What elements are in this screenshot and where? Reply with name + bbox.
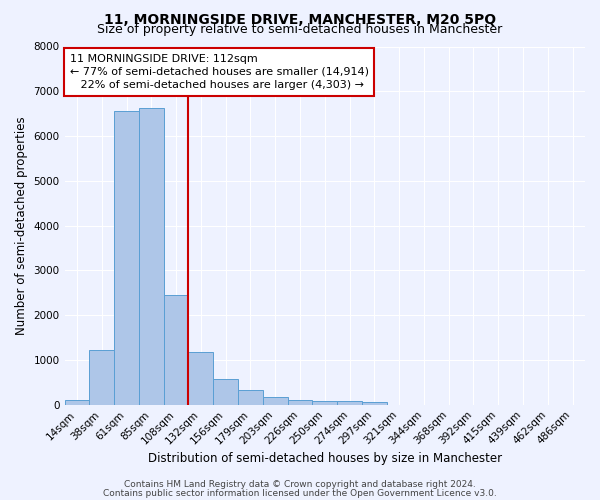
Bar: [164, 295, 188, 405]
Bar: [89, 350, 114, 405]
Text: Size of property relative to semi-detached houses in Manchester: Size of property relative to semi-detach…: [97, 22, 503, 36]
Y-axis label: Number of semi-detached properties: Number of semi-detached properties: [15, 116, 28, 335]
X-axis label: Distribution of semi-detached houses by size in Manchester: Distribution of semi-detached houses by …: [148, 452, 502, 465]
Bar: [65, 400, 89, 404]
Bar: [114, 112, 139, 405]
Bar: [287, 400, 313, 404]
Text: Contains public sector information licensed under the Open Government Licence v3: Contains public sector information licen…: [103, 488, 497, 498]
Bar: [188, 352, 213, 405]
Bar: [337, 401, 362, 404]
Bar: [263, 397, 287, 404]
Text: 11 MORNINGSIDE DRIVE: 112sqm
← 77% of semi-detached houses are smaller (14,914)
: 11 MORNINGSIDE DRIVE: 112sqm ← 77% of se…: [70, 54, 369, 90]
Text: Contains HM Land Registry data © Crown copyright and database right 2024.: Contains HM Land Registry data © Crown c…: [124, 480, 476, 489]
Text: 11, MORNINGSIDE DRIVE, MANCHESTER, M20 5PQ: 11, MORNINGSIDE DRIVE, MANCHESTER, M20 5…: [104, 12, 496, 26]
Bar: [238, 390, 263, 404]
Bar: [313, 401, 337, 404]
Bar: [362, 402, 387, 404]
Bar: [139, 108, 164, 405]
Bar: [213, 379, 238, 404]
